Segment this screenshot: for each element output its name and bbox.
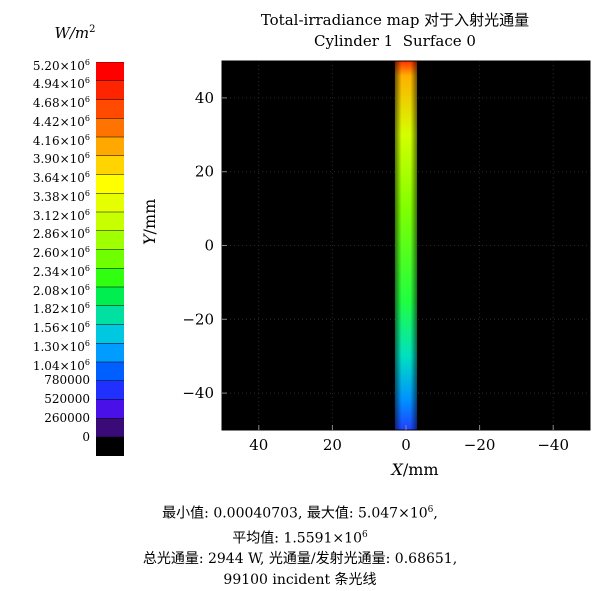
legend-label: 3.38×106 [32,188,90,204]
legend-label: 260000 [44,410,90,425]
color-bar-swatch [96,193,124,213]
color-bar-swatch [96,362,124,382]
color-bar-swatch [96,118,124,138]
y-tick-label: 0 [204,237,214,255]
legend-label: 1.04×106 [32,357,90,373]
color-bar-swatch [96,305,124,325]
legend-label: 4.94×106 [32,76,90,92]
irradiance-strip-edge [394,61,418,430]
y-tick-label: −40 [182,384,214,402]
legend-label: 1.30×106 [32,338,90,354]
color-bar-swatch [96,137,124,157]
title-line: Total-irradiance map 对于入射光通量 [260,11,530,29]
legend-unit: W/m2 [54,24,96,42]
color-bar-swatch [96,418,124,438]
color-bar-swatch [96,155,124,175]
legend-label: 2.08×106 [32,282,90,298]
legend-label: 4.68×106 [32,95,90,110]
color-bar-swatch [96,380,124,400]
color-bar-swatch [96,343,124,363]
x-tick-label: 20 [323,436,342,454]
legend-label: 3.90×106 [32,151,90,167]
x-tick-label: 0 [401,436,411,454]
legend-label: 3.12×106 [32,207,90,223]
color-bar-swatch [96,324,124,344]
legend-label: 0 [82,429,90,444]
legend-label: 1.56×106 [32,320,90,335]
color-bar-swatch [96,174,124,194]
legend-label: 1.82×106 [32,301,90,317]
y-axis-label: Y/mm [140,198,159,245]
color-bar-swatch [96,99,124,119]
color-bar-swatch [96,230,124,250]
color-bar [96,62,124,456]
stats-line-2: 平均值: 1.5591×106 [232,529,368,547]
color-bar-swatch [96,212,124,232]
legend-label: 2.60×106 [32,245,90,260]
y-tick-label: 20 [195,163,214,181]
legend-label: 520000 [44,392,90,406]
legend-label: 3.64×106 [32,170,90,185]
y-tick-label: −20 [182,310,214,328]
stats-line-1: 最小值: 0.00040703, 最大值: 5.047×106, [162,505,438,522]
color-bar-swatch [96,80,124,100]
x-tick-label: −40 [537,436,569,454]
legend-label: 4.42×106 [32,113,90,129]
legend-label: 4.16×106 [32,132,90,148]
x-tick-label: −20 [464,436,496,454]
x-tick-label: 40 [249,436,268,454]
color-bar-swatch [96,268,124,288]
legend-label: 780000 [44,373,90,388]
color-bar-swatch [96,62,124,82]
color-bar-swatch [96,399,124,419]
color-bar-swatch [96,249,124,269]
stats-line-4: 99100 incident 条光线 [223,572,377,589]
legend-label: 2.34×106 [32,263,90,279]
chart-title: Total-irradiance map 对于入射光通量 Cylinder 1 … [200,10,590,52]
legend-label: 5.20×106 [32,57,90,73]
stats-footer: 最小值: 0.00040703, 最大值: 5.047×106, 平均值: 1.… [110,500,490,591]
legend-label: 2.86×106 [32,226,90,242]
subtitle-line: Cylinder 1 Surface 0 [314,32,476,50]
y-tick-label: 40 [195,89,214,107]
stats-line-3: 总光通量: 2944 W, 光通量/发射光通量: 0.68651, [142,551,458,568]
x-axis-label: X/mm [391,460,439,479]
color-bar-swatch [96,437,124,456]
color-bar-swatch [96,287,124,307]
